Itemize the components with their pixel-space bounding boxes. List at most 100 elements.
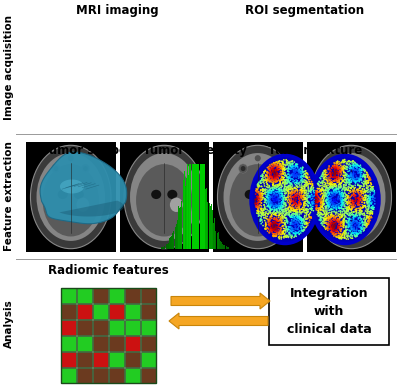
Point (304, 174, 310, 180)
Point (334, 227, 340, 233)
Point (288, 189, 294, 196)
Point (347, 235, 354, 241)
Point (263, 184, 270, 190)
Point (268, 215, 274, 221)
Point (284, 228, 290, 235)
Point (368, 183, 374, 189)
Point (338, 204, 345, 210)
Point (336, 167, 343, 173)
Point (326, 169, 333, 175)
Point (333, 178, 340, 184)
Point (332, 186, 338, 193)
Point (316, 189, 322, 195)
Point (329, 223, 336, 229)
Point (281, 200, 287, 206)
Point (354, 162, 360, 168)
Point (274, 216, 280, 222)
Point (284, 227, 290, 233)
Point (270, 183, 277, 189)
Point (359, 196, 366, 202)
Point (367, 217, 373, 224)
Point (282, 202, 289, 208)
Point (328, 229, 334, 235)
Point (258, 190, 265, 196)
Point (319, 182, 325, 189)
Point (277, 193, 284, 200)
Point (338, 183, 344, 189)
Point (354, 233, 360, 239)
Point (336, 224, 342, 230)
Point (267, 222, 273, 228)
Point (298, 168, 304, 175)
Point (284, 180, 291, 186)
Point (270, 180, 277, 186)
Point (318, 183, 324, 189)
Point (272, 233, 278, 239)
Point (259, 171, 266, 177)
Point (297, 175, 304, 181)
Point (281, 232, 288, 238)
Point (364, 170, 370, 176)
Point (351, 224, 357, 230)
Point (276, 230, 282, 236)
Point (318, 200, 324, 206)
Point (254, 186, 261, 193)
Point (337, 196, 344, 203)
Point (348, 178, 355, 184)
Point (278, 171, 284, 177)
Point (284, 210, 291, 216)
Point (267, 186, 274, 192)
Point (294, 212, 301, 219)
Point (270, 169, 276, 175)
Point (353, 161, 359, 167)
Point (277, 161, 284, 167)
Point (288, 226, 295, 232)
Point (314, 199, 320, 205)
Point (286, 166, 292, 172)
Point (333, 233, 340, 240)
Point (327, 177, 333, 184)
Point (272, 167, 279, 173)
Point (291, 177, 298, 184)
Point (306, 193, 313, 199)
Point (348, 201, 354, 207)
Point (293, 177, 299, 183)
Point (297, 192, 303, 198)
Point (346, 211, 353, 217)
Point (282, 197, 288, 203)
Point (276, 218, 282, 224)
Point (293, 196, 299, 202)
Point (348, 222, 354, 228)
Point (309, 180, 315, 187)
Point (329, 165, 335, 172)
Point (361, 186, 368, 192)
Point (328, 205, 334, 212)
Point (329, 193, 336, 200)
Point (295, 168, 302, 174)
Point (344, 175, 350, 182)
Point (345, 158, 351, 165)
Point (280, 208, 286, 214)
Point (342, 195, 348, 202)
Point (358, 189, 365, 195)
Point (309, 182, 316, 188)
Point (282, 190, 289, 196)
Point (353, 230, 360, 236)
Point (346, 222, 352, 228)
Point (275, 158, 281, 165)
Point (306, 212, 312, 218)
Point (282, 215, 289, 221)
Point (348, 165, 354, 172)
Point (364, 177, 370, 184)
Point (288, 212, 295, 219)
Point (276, 203, 282, 209)
Point (363, 206, 370, 212)
Point (298, 188, 304, 194)
Point (323, 210, 330, 217)
Point (272, 183, 278, 189)
Point (355, 231, 362, 237)
Point (281, 188, 288, 194)
Point (281, 199, 287, 205)
Point (288, 176, 294, 182)
Point (267, 204, 273, 210)
